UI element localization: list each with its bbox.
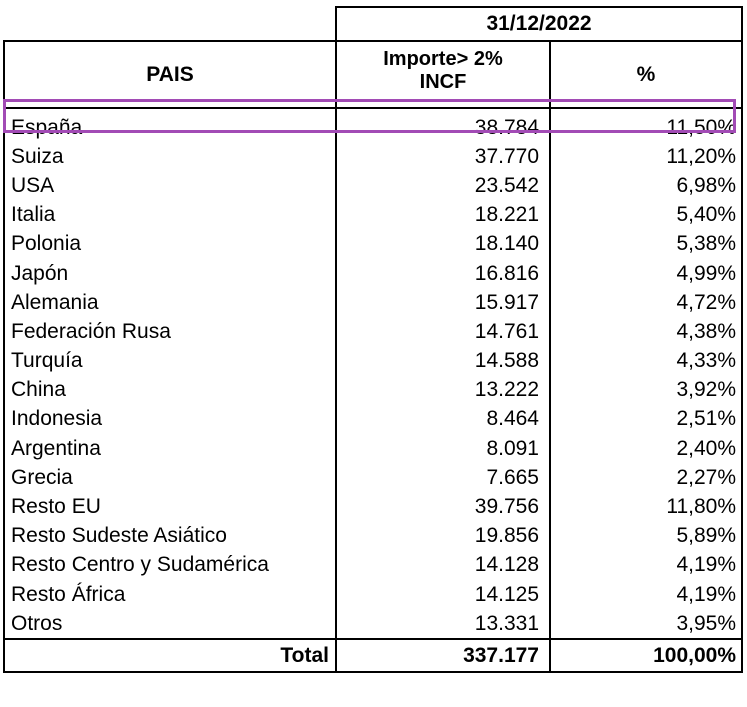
importe-cell: 39.756 [336, 492, 551, 522]
percent-cell: 2,40% [550, 434, 744, 464]
table-row: Indonesia 8.464 2,51% [3, 404, 744, 435]
importe-cell: 7.665 [336, 463, 551, 493]
importe-cell: 23.542 [336, 171, 551, 201]
table-row: Federación Rusa 14.761 4,38% [3, 317, 744, 347]
percent-cell: 4,33% [550, 346, 744, 376]
pais-cell: Resto EU [3, 492, 337, 522]
pais-cell: Turquía [3, 346, 337, 376]
table-row: USA 23.542 6,98% [3, 171, 744, 201]
total-row: Total 337.177 100,00% [3, 638, 744, 674]
pais-cell: España [3, 108, 337, 143]
date-header-row: 31/12/2022 [4, 6, 744, 42]
importe-cell: 14.125 [336, 580, 551, 610]
percent-cell: 5,38% [550, 229, 744, 259]
table-row: Otros 13.331 3,95% [3, 609, 744, 640]
table-row: Italia 18.221 5,40% [3, 200, 744, 230]
table-row: Grecia 7.665 2,27% [3, 463, 744, 493]
table-row: Resto África 14.125 4,19% [3, 580, 744, 610]
percent-cell: 4,19% [550, 550, 744, 580]
pais-cell: Resto Sudeste Asiático [3, 521, 337, 551]
percent-column-header: % [548, 40, 744, 109]
pais-cell: Japón [3, 258, 337, 289]
country-amounts-table: 31/12/2022 PAIS Importe> 2% INCF % Españ… [3, 6, 744, 674]
total-percent: 100,00% [550, 638, 744, 674]
importe-cell: 8.464 [336, 404, 551, 435]
table-row: Resto Sudeste Asiático 19.856 5,89% [3, 521, 744, 551]
total-importe: 337.177 [336, 638, 551, 674]
importe-column-header: Importe> 2% INCF [335, 40, 551, 109]
total-label: Total [3, 638, 337, 674]
percent-cell: 11,20% [550, 142, 744, 172]
pais-cell: Grecia [3, 463, 337, 493]
percent-cell: 4,38% [550, 317, 744, 347]
pais-cell: China [3, 375, 337, 405]
table-row: China 13.222 3,92% [3, 375, 744, 405]
percent-cell: 6,98% [550, 171, 744, 201]
table-row: Resto Centro y Sudamérica 14.128 4,19% [3, 550, 744, 580]
pais-cell: Otros [3, 609, 337, 640]
table-row: Argentina 8.091 2,40% [3, 434, 744, 464]
table-row: Turquía 14.588 4,33% [3, 346, 744, 376]
percent-cell: 4,99% [550, 258, 744, 289]
table-row: Suiza 37.770 11,20% [3, 142, 744, 172]
percent-cell: 5,89% [550, 521, 744, 551]
table-row: Polonia 18.140 5,38% [3, 229, 744, 259]
pais-cell: Argentina [3, 434, 337, 464]
importe-cell: 14.128 [336, 550, 551, 580]
pais-cell: Resto Centro y Sudamérica [3, 550, 337, 580]
importe-cell: 13.222 [336, 375, 551, 405]
importe-cell: 14.588 [336, 346, 551, 376]
importe-header-line2: INCF [419, 71, 467, 93]
table-row: Resto EU 39.756 11,80% [3, 492, 744, 522]
percent-cell: 2,27% [550, 463, 744, 493]
table-row: Alemania 15.917 4,72% [3, 288, 744, 318]
importe-cell: 19.856 [336, 521, 551, 551]
importe-cell: 18.140 [336, 229, 551, 259]
importe-cell: 18.221 [336, 200, 551, 230]
percent-cell: 3,95% [550, 609, 744, 640]
importe-cell: 14.761 [336, 317, 551, 347]
importe-cell: 37.770 [336, 142, 551, 172]
pais-cell: Suiza [3, 142, 337, 172]
percent-cell: 2,51% [550, 404, 744, 435]
importe-header-line1: Importe> 2% [383, 48, 503, 70]
percent-cell: 5,40% [550, 200, 744, 230]
pais-cell: Resto África [3, 580, 337, 610]
pais-cell: Federación Rusa [3, 317, 337, 347]
percent-cell: 11,80% [550, 492, 744, 522]
importe-cell: 16.816 [336, 258, 551, 289]
importe-cell: 8.091 [336, 434, 551, 464]
pais-cell: Alemania [3, 288, 337, 318]
importe-cell: 15.917 [336, 288, 551, 318]
empty-corner-cell [4, 7, 336, 41]
pais-column-header: PAIS [3, 40, 337, 109]
pais-cell: USA [3, 171, 337, 201]
pais-cell: Indonesia [3, 404, 337, 435]
column-header-row: PAIS Importe> 2% INCF % [3, 40, 744, 109]
importe-cell: 38.784 [336, 108, 551, 143]
importe-cell: 13.331 [336, 609, 551, 640]
percent-cell: 4,72% [550, 288, 744, 318]
percent-cell: 3,92% [550, 375, 744, 405]
pais-cell: Italia [3, 200, 337, 230]
pais-cell: Polonia [3, 229, 337, 259]
date-header: 31/12/2022 [334, 6, 744, 42]
percent-cell: 4,19% [550, 580, 744, 610]
table-row: Japón 16.816 4,99% [3, 258, 744, 289]
table-row: España 38.784 11,50% [3, 108, 744, 143]
percent-cell: 11,50% [550, 108, 744, 143]
